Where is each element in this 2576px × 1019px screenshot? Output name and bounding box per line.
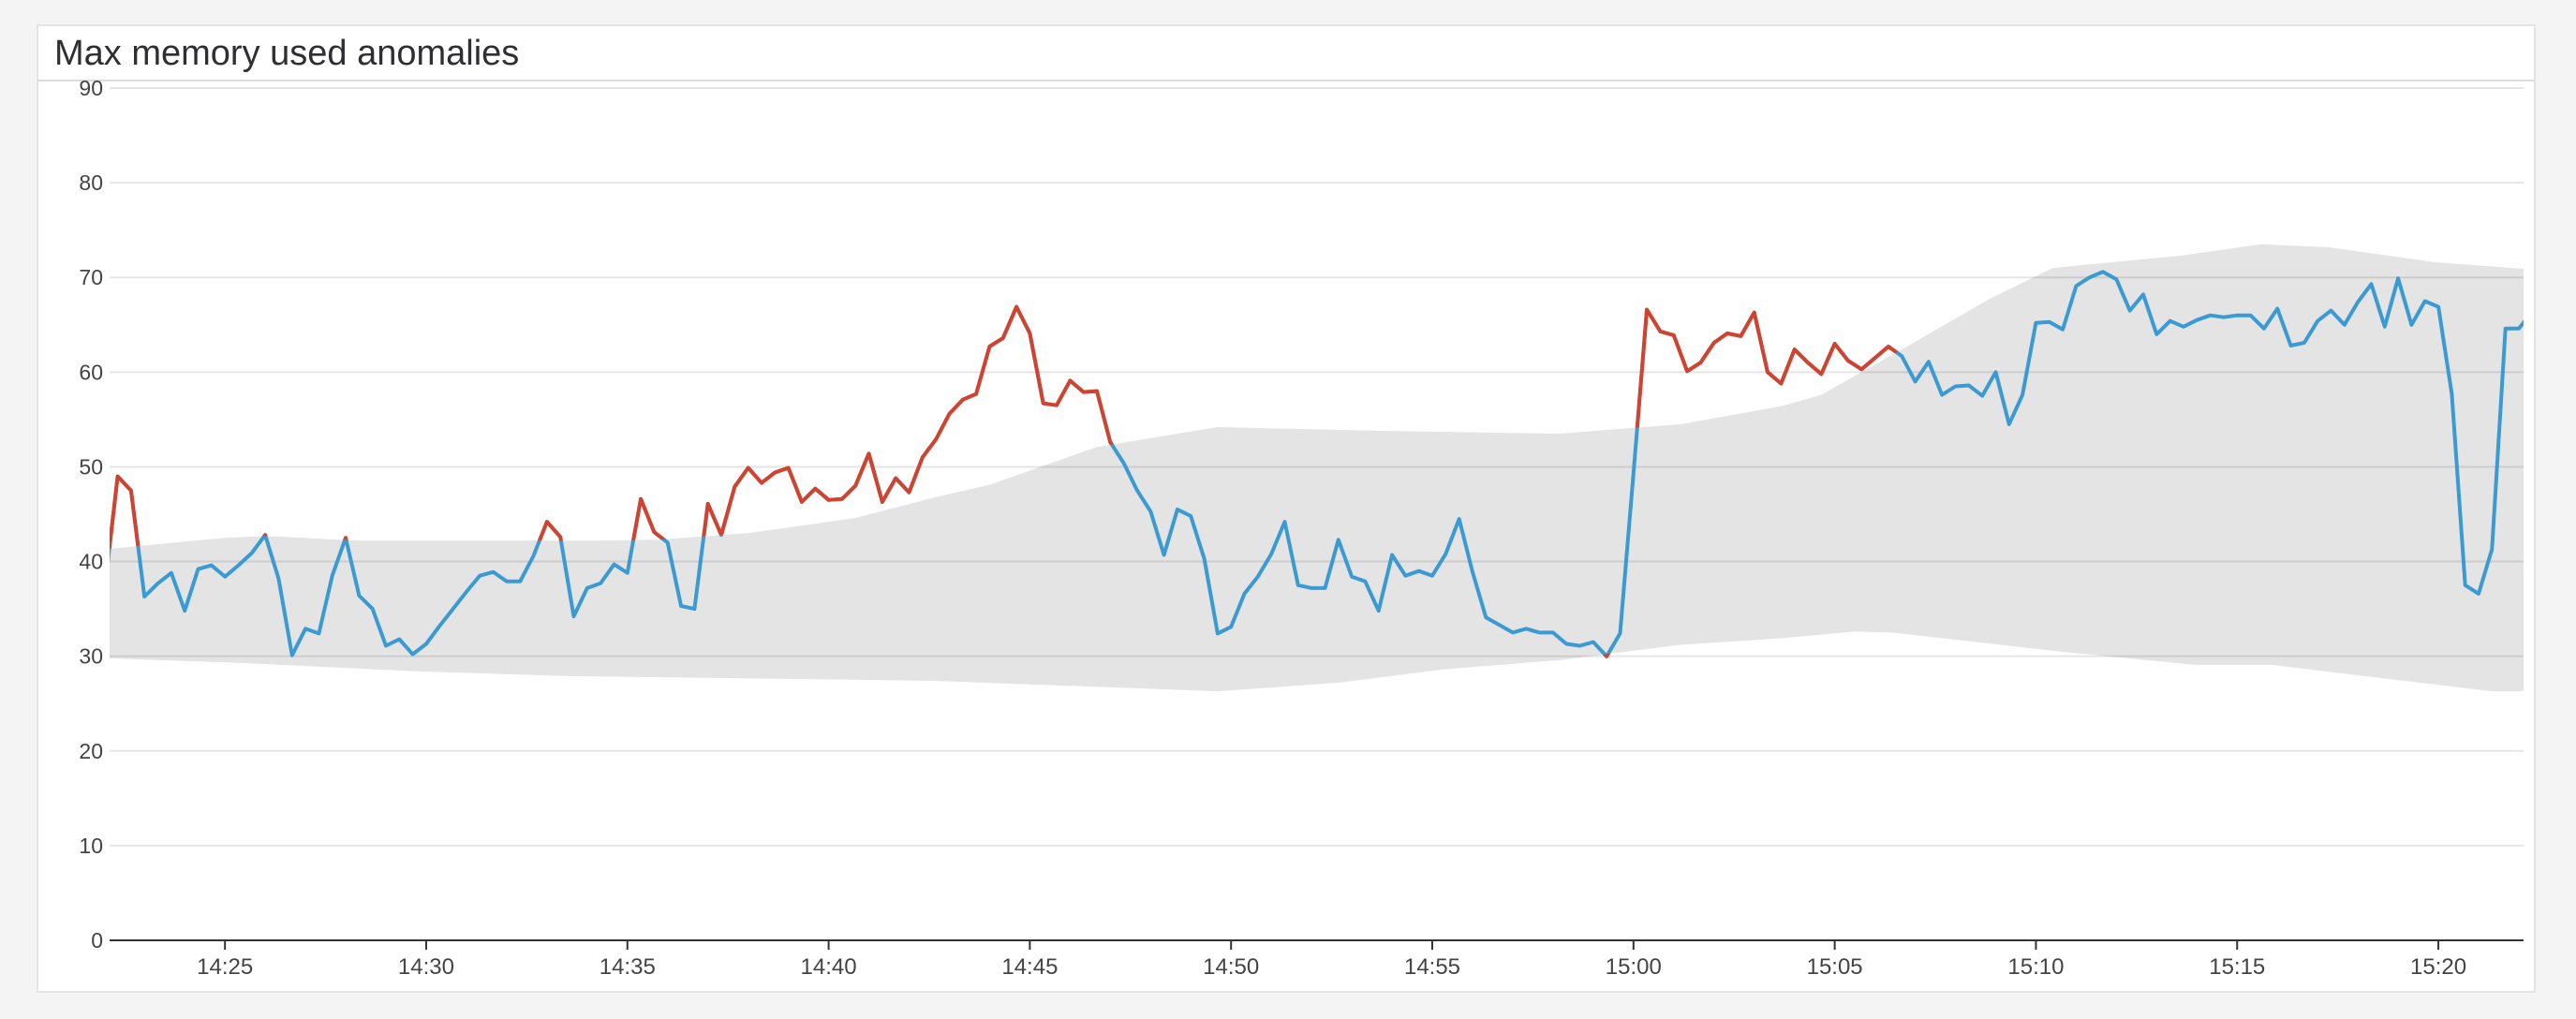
y-tick-label: 20 xyxy=(79,739,103,763)
x-tick-label: 15:20 xyxy=(2410,954,2466,980)
series-line xyxy=(110,270,2524,658)
chart-title: Max memory used anomalies xyxy=(54,34,520,73)
x-tick-label: 14:40 xyxy=(801,954,857,980)
panel-header: Max memory used anomalies xyxy=(38,26,2534,81)
y-tick-label: 50 xyxy=(79,454,103,479)
y-tick-label: 80 xyxy=(79,170,103,195)
y-tick-label: 90 xyxy=(79,76,103,100)
x-tick-label: 15:15 xyxy=(2209,954,2265,980)
x-tick-label: 14:30 xyxy=(398,954,454,980)
x-tick-label: 15:10 xyxy=(2007,954,2064,980)
x-tick-label: 15:00 xyxy=(1606,954,1662,980)
y-tick-label: 30 xyxy=(79,644,103,669)
y-tick-label: 40 xyxy=(79,550,103,574)
y-tick-label: 0 xyxy=(91,928,103,953)
x-tick-label: 15:05 xyxy=(1807,954,1863,980)
y-tick-label: 70 xyxy=(79,265,103,289)
x-tick-label: 14:45 xyxy=(1001,954,1058,980)
y-tick-label: 60 xyxy=(79,360,103,384)
x-tick-label: 14:35 xyxy=(600,954,656,980)
series-group xyxy=(110,270,2524,658)
x-tick-label: 14:25 xyxy=(197,954,253,980)
x-tick-label: 14:50 xyxy=(1203,954,1259,980)
y-tick-label: 10 xyxy=(79,834,103,858)
expected-range-band xyxy=(110,244,2524,692)
x-tick-label: 14:55 xyxy=(1404,954,1460,980)
